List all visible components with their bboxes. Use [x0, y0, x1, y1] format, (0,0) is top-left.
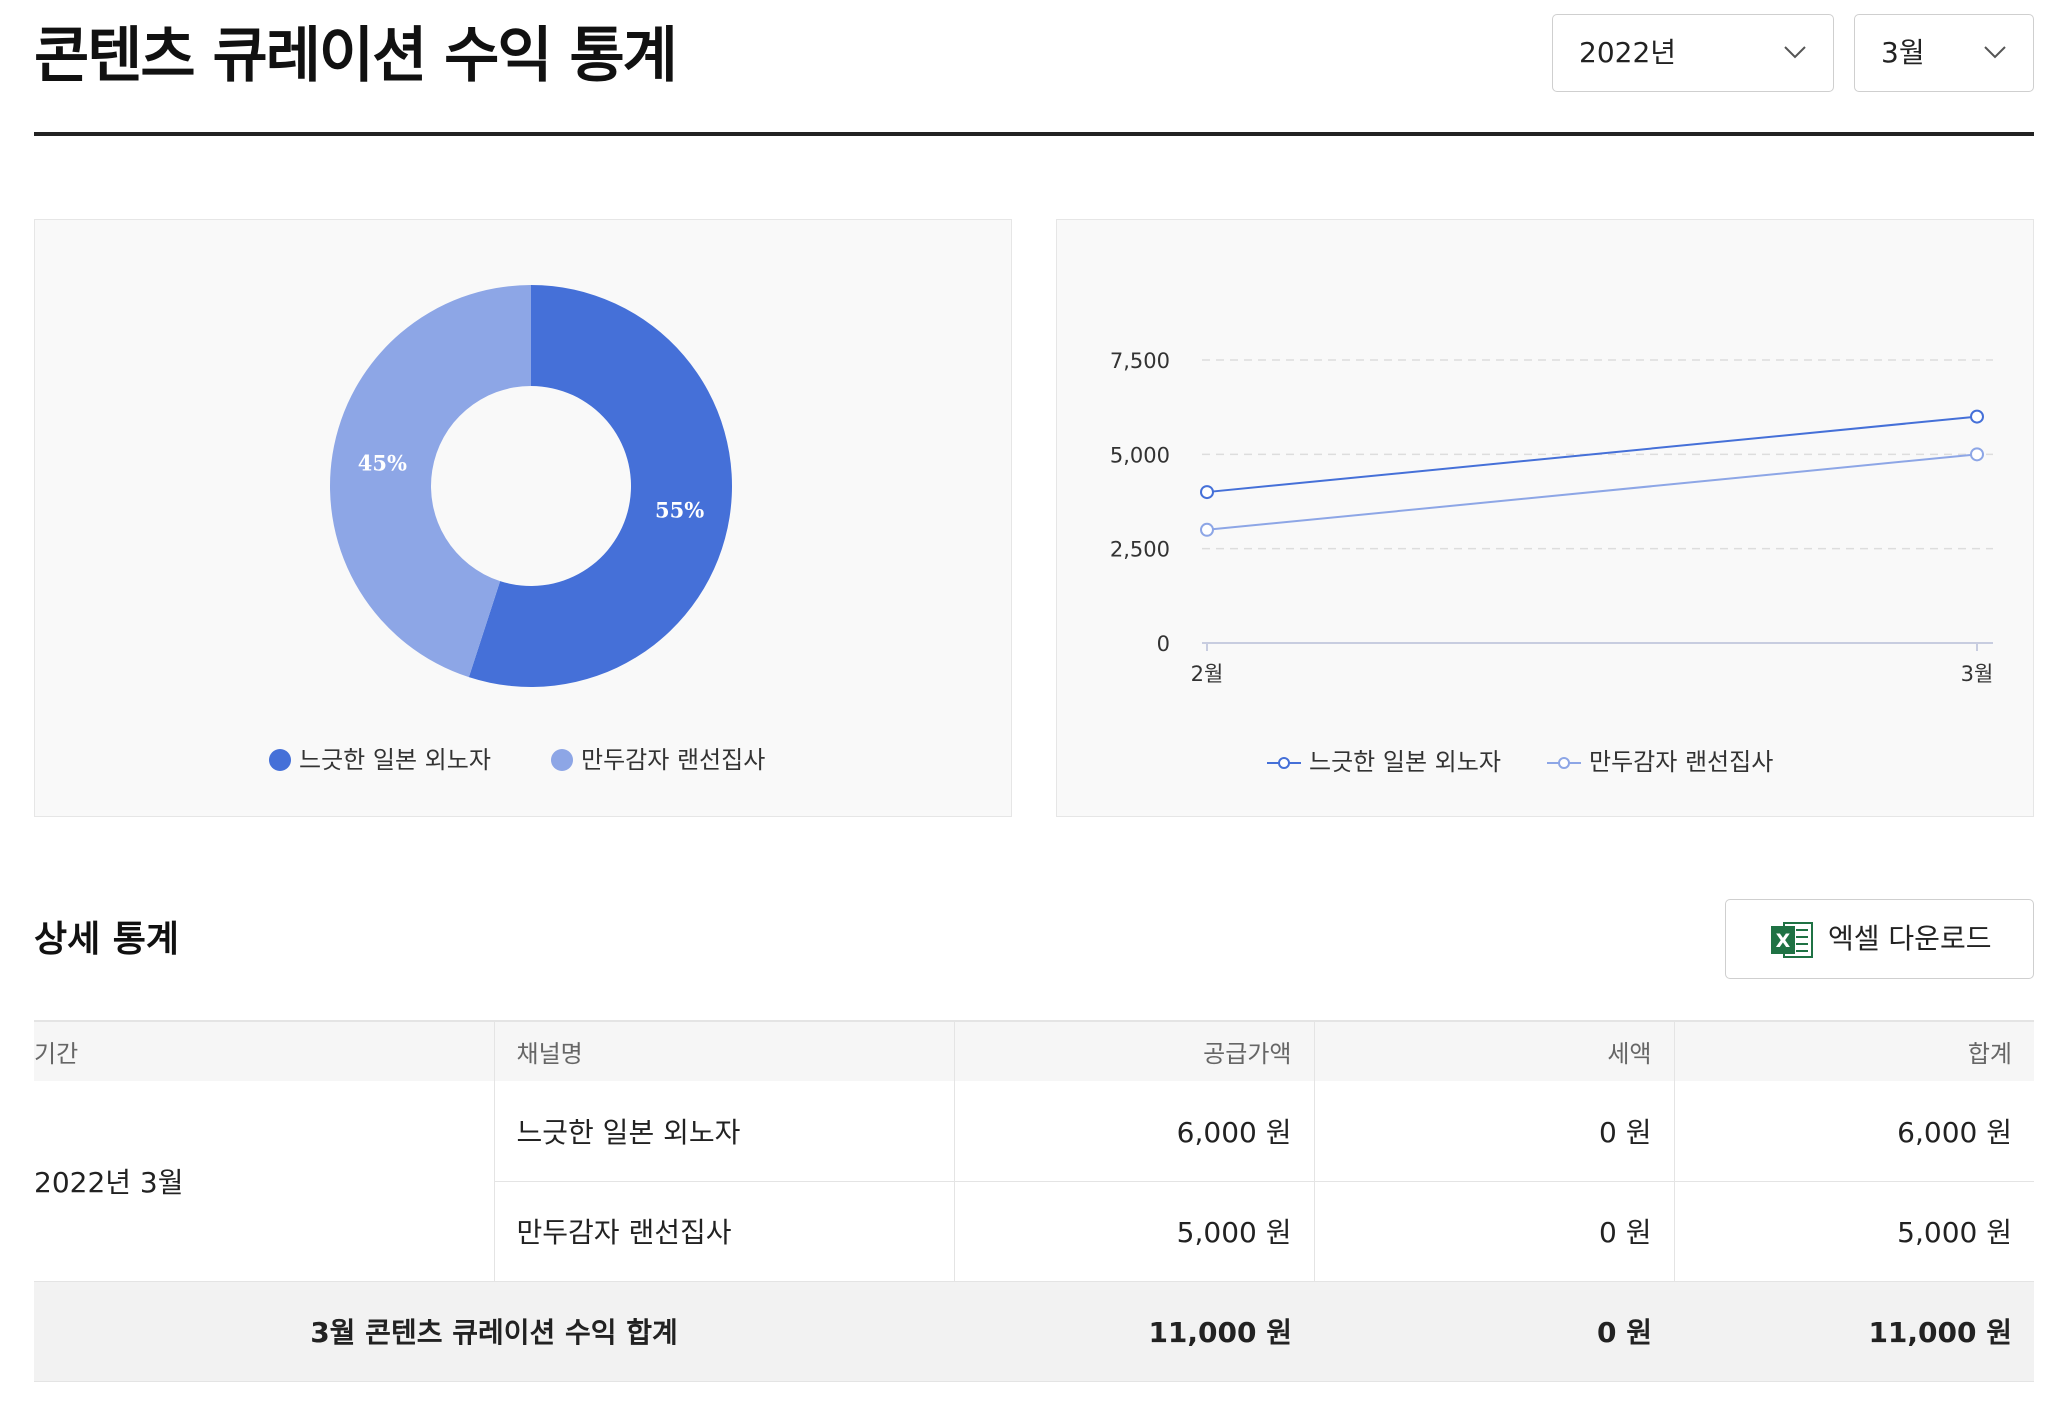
series-line	[1206, 453, 1978, 531]
chevron-down-icon	[1984, 46, 2006, 59]
supply-cell: 6,000 원	[953, 1081, 1314, 1181]
table-row: 만두감자 랜선집사 5,000 원 0 원 5,000 원	[34, 1180, 2034, 1281]
column-header-channel: 채널명	[493, 1020, 954, 1081]
summary-row: 3월 콘텐츠 큐레이션 수익 합계 11,000 원 0 원 11,000 원	[34, 1280, 2034, 1382]
line-legend-item-1[interactable]: 느긋한 일본 외노자	[1267, 747, 1501, 777]
total-cell: 5,000 원	[1673, 1180, 2034, 1281]
y-tick-label: 5,000	[1110, 443, 1170, 467]
legend-label: 느긋한 일본 외노자	[299, 746, 491, 774]
column-header-tax: 세액	[1313, 1020, 1674, 1081]
data-point[interactable]	[1970, 447, 1984, 462]
column-header-supply: 공급가액	[953, 1020, 1314, 1081]
y-tick-label: 7,500	[1110, 349, 1170, 373]
year-select[interactable]: 2022년	[1552, 14, 1834, 92]
tax-cell: 0 원	[1313, 1180, 1674, 1281]
table-header-row: 기간 채널명 공급가액 세액 합계	[34, 1020, 2034, 1081]
donut-chart: 55% 45%	[330, 285, 732, 687]
series-line	[1206, 415, 1978, 494]
year-select-value: 2022년	[1579, 36, 1677, 69]
line-chart: 0 2,500 5,000 7,500 2월 3월	[1110, 349, 1994, 686]
channel-cell: 느긋한 일본 외노자	[493, 1081, 954, 1181]
slice-label: 45%	[358, 450, 407, 475]
total-cell: 6,000 원	[1673, 1081, 2034, 1181]
legend-marker	[1267, 757, 1301, 769]
legend-marker	[551, 749, 573, 771]
summary-label: 3월 콘텐츠 큐레이션 수익 합계	[34, 1280, 954, 1382]
legend-marker	[269, 749, 291, 771]
excel-download-label: 엑셀 다운로드	[1828, 922, 1992, 955]
y-tick-label: 2,500	[1110, 538, 1170, 562]
column-header-period: 기간	[34, 1020, 494, 1081]
legend-label: 만두감자 랜선집사	[581, 746, 766, 774]
data-point[interactable]	[1970, 409, 1984, 424]
supply-cell: 5,000 원	[953, 1180, 1314, 1281]
summary-total: 11,000 원	[1674, 1280, 2034, 1382]
table-row: 2022년 3월 느긋한 일본 외노자 6,000 원 0 원 6,000 원	[34, 1081, 2034, 1199]
legend-label: 만두감자 랜선집사	[1589, 748, 1774, 776]
donut-legend-item-2[interactable]: 만두감자 랜선집사	[551, 745, 765, 775]
page-title: 콘텐츠 큐레이션 수익 통계	[34, 21, 678, 91]
y-tick-label: 0	[1157, 632, 1170, 656]
period-cell: 2022년 3월	[34, 1165, 184, 1199]
data-point[interactable]	[1200, 522, 1214, 537]
line-chart-panel: 0 2,500 5,000 7,500 2월 3월 느긋한 일본 외노자 만두감자 랜선집…	[1056, 219, 2034, 817]
title-divider	[34, 132, 2034, 136]
slice-label: 55%	[655, 498, 704, 523]
x-tick-label: 2월	[1191, 662, 1224, 686]
channel-cell: 만두감자 랜선집사	[493, 1180, 954, 1281]
excel-icon-letter: X	[1776, 930, 1791, 952]
data-point[interactable]	[1200, 485, 1214, 500]
tax-cell: 0 원	[1313, 1081, 1674, 1181]
detail-stats-table: 기간 채널명 공급가액 세액 합계 2022년 3월 느긋한 일본 외노자 6,…	[34, 1020, 2034, 1382]
donut-slice[interactable]	[330, 285, 531, 678]
summary-tax: 0 원	[1314, 1280, 1674, 1382]
month-select[interactable]: 3월	[1854, 14, 2034, 92]
donut-slice[interactable]	[468, 285, 732, 687]
legend-label: 느긋한 일본 외노자	[1309, 748, 1501, 776]
x-tick-label: 3월	[1961, 662, 1994, 686]
excel-icon: X	[1771, 922, 1813, 958]
donut-chart-panel: 55% 45% 느긋한 일본 외노자 만두감자 랜선집사	[34, 219, 1012, 817]
column-header-total: 합계	[1673, 1020, 2034, 1081]
excel-download-button[interactable]: X 엑셀 다운로드	[1725, 899, 2034, 979]
summary-supply: 11,000 원	[954, 1280, 1314, 1382]
month-select-value: 3월	[1881, 36, 1925, 69]
donut-legend-item-1[interactable]: 느긋한 일본 외노자	[269, 745, 491, 775]
section-title: 상세 통계	[34, 919, 180, 960]
legend-marker	[1547, 757, 1581, 769]
line-legend-item-2[interactable]: 만두감자 랜선집사	[1547, 747, 1773, 777]
chevron-down-icon	[1784, 46, 1806, 59]
